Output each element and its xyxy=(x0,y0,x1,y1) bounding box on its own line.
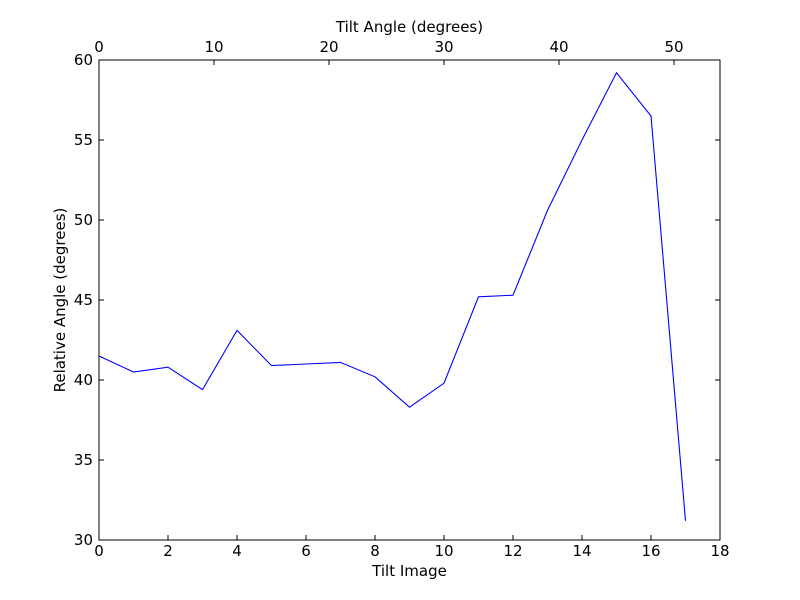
x-tick-label: 18 xyxy=(710,542,729,560)
x-tick-label: 0 xyxy=(94,542,104,560)
y-tick-label: 55 xyxy=(74,131,93,149)
y-tick-label: 60 xyxy=(74,51,93,69)
x-tick-label: 2 xyxy=(163,542,173,560)
x-tick-label: 4 xyxy=(232,542,242,560)
x-tick-label: 16 xyxy=(641,542,660,560)
x-tick-label: 12 xyxy=(503,542,522,560)
x-tick-label: 6 xyxy=(301,542,311,560)
y-tick-label: 45 xyxy=(74,291,93,309)
x2-tick-label: 20 xyxy=(319,38,338,56)
y-tick-label: 50 xyxy=(74,211,93,229)
series-line xyxy=(98,71,687,521)
x2-tick-label: 30 xyxy=(434,38,453,56)
x2-tick-label: 10 xyxy=(204,38,223,56)
y-axis-label: Relative Angle (degrees) xyxy=(51,208,69,393)
y-tick-label: 35 xyxy=(74,451,93,469)
x-tick-label: 10 xyxy=(434,542,453,560)
y-tick-label: 40 xyxy=(74,371,93,389)
plot-area xyxy=(99,60,720,540)
x2-axis-label: Tilt Angle (degrees) xyxy=(335,18,483,36)
x-axis-label: Tilt Image xyxy=(371,562,447,580)
y-tick-label: 30 xyxy=(74,531,93,549)
x-tick-label: 8 xyxy=(370,542,380,560)
tick-labels: 0 2 4 6 8 10 12 14 16 18 0 10 20 30 40 50 30 35 40 45 50 55 60 xyxy=(74,38,730,560)
x-tick-label: 14 xyxy=(572,542,591,560)
x2-tick-label: 50 xyxy=(664,38,683,56)
plot-frame xyxy=(98,59,721,541)
x2-tick-label: 0 xyxy=(94,38,104,56)
x2-tick-label: 40 xyxy=(549,38,568,56)
series-line-layer xyxy=(98,71,687,521)
